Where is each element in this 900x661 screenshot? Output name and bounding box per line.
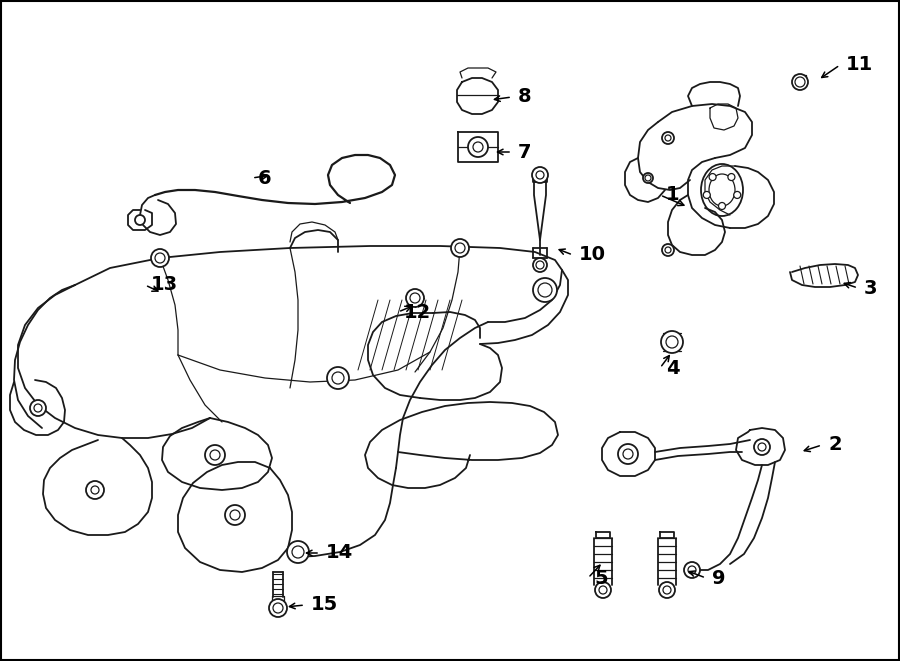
Text: 7: 7 [518, 143, 532, 161]
Circle shape [151, 249, 169, 267]
Text: 4: 4 [666, 358, 680, 377]
Circle shape [287, 541, 309, 563]
Text: 3: 3 [864, 278, 878, 297]
Text: 6: 6 [258, 169, 272, 188]
Circle shape [135, 215, 145, 225]
Text: 2: 2 [828, 436, 842, 455]
Text: 8: 8 [518, 87, 532, 106]
Text: 13: 13 [151, 276, 178, 295]
Text: 5: 5 [594, 568, 608, 588]
Circle shape [728, 174, 735, 180]
Circle shape [618, 444, 638, 464]
Text: 11: 11 [846, 56, 873, 75]
Circle shape [709, 174, 716, 180]
Circle shape [643, 173, 653, 183]
Text: 15: 15 [311, 596, 338, 615]
Circle shape [684, 562, 700, 578]
Text: 10: 10 [579, 245, 606, 264]
Circle shape [205, 445, 225, 465]
Circle shape [533, 258, 547, 272]
Circle shape [734, 192, 741, 198]
Circle shape [225, 505, 245, 525]
Circle shape [754, 439, 770, 455]
Text: 12: 12 [404, 303, 431, 321]
Circle shape [468, 137, 488, 157]
Circle shape [451, 239, 469, 257]
Circle shape [792, 74, 808, 90]
Circle shape [662, 244, 674, 256]
Circle shape [595, 582, 611, 598]
Text: 14: 14 [326, 543, 353, 563]
Circle shape [703, 192, 710, 198]
Circle shape [662, 132, 674, 144]
Circle shape [327, 367, 349, 389]
Circle shape [661, 331, 683, 353]
Circle shape [269, 599, 287, 617]
Text: 9: 9 [712, 568, 725, 588]
Circle shape [533, 278, 557, 302]
Circle shape [532, 167, 548, 183]
Circle shape [86, 481, 104, 499]
Circle shape [718, 202, 725, 210]
Circle shape [406, 289, 424, 307]
Text: 1: 1 [666, 186, 680, 204]
Circle shape [659, 582, 675, 598]
Circle shape [30, 400, 46, 416]
